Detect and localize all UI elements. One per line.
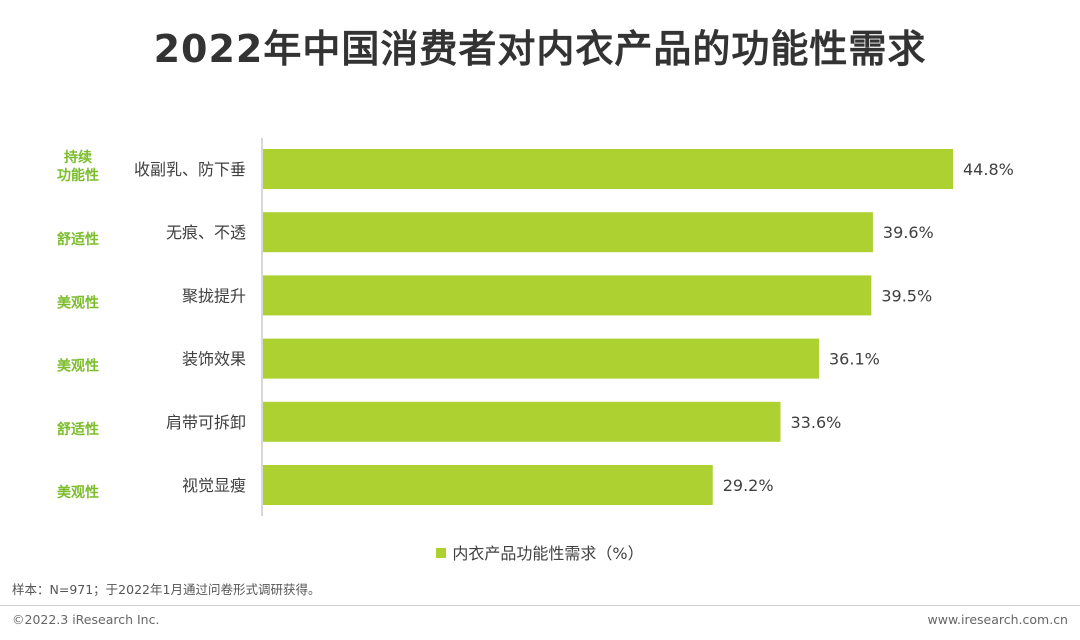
legend-label: 内衣产品功能性需求（%） [452, 544, 644, 563]
website-url: www.iresearch.com.cn [927, 612, 1069, 627]
group-label-2: 舒适性 [57, 231, 99, 248]
category-label-1: 收副乳、防下垂 [134, 160, 246, 179]
bar-6 [263, 465, 713, 505]
bar-4 [263, 338, 820, 379]
chart-title: 2022年中国消费者对内衣产品的功能性需求 [153, 27, 927, 71]
bar-5 [263, 401, 781, 442]
category-label-5: 肩带可拆卸 [166, 413, 246, 432]
bar-1 [263, 149, 953, 189]
value-label-5: 33.6% [791, 413, 842, 432]
category-label-4: 装饰效果 [182, 350, 246, 369]
value-label-3: 39.5% [881, 286, 932, 305]
footer-divider [0, 605, 1080, 606]
value-label-4: 36.1% [829, 350, 880, 369]
category-label-3: 聚拢提升 [182, 286, 246, 305]
category-label-2: 无痕、不透 [166, 223, 246, 242]
group-label-5: 舒适性 [57, 421, 99, 438]
group-label-4: 美观性 [57, 358, 99, 375]
value-label-2: 39.6% [883, 223, 934, 242]
legend-swatch [436, 547, 447, 558]
group-label-1-line-2: 功能性 [57, 167, 99, 184]
value-label-1: 44.8% [963, 160, 1014, 179]
group-label-3: 美观性 [57, 294, 99, 311]
group-label-6: 美观性 [57, 484, 99, 501]
bar-2 [263, 212, 873, 253]
copyright: ©2022.3 iResearch Inc. [12, 612, 160, 627]
group-label-1-line-1: 持续 [64, 149, 92, 166]
sample-note: 样本：N=971；于2022年1月通过问卷形式调研获得。 [12, 582, 321, 597]
legend: 内衣产品功能性需求（%） [0, 540, 1080, 564]
value-label-6: 29.2% [723, 476, 774, 495]
bar-3 [263, 275, 872, 316]
category-label-6: 视觉显瘦 [182, 476, 246, 495]
